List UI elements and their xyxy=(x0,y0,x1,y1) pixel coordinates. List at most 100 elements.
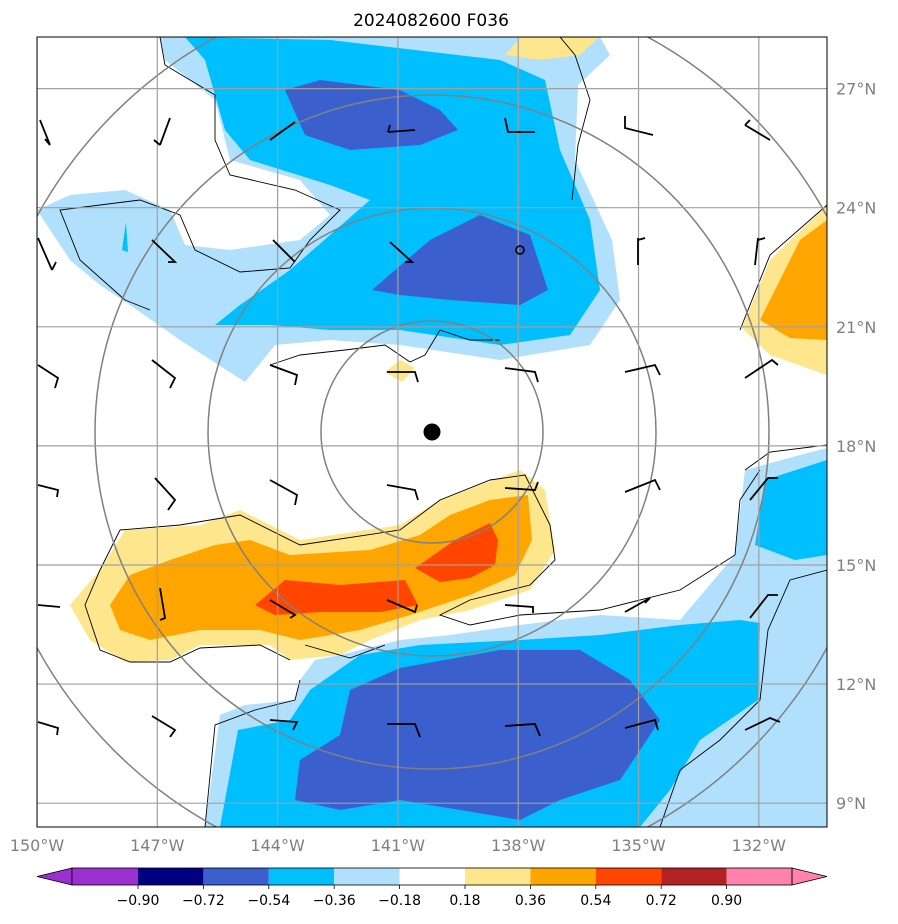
colorbar-extend-min xyxy=(36,867,73,886)
x-tick-label: 141°W xyxy=(371,836,426,855)
contour-south-mid xyxy=(304,644,386,659)
region-royal-north-2 xyxy=(372,215,548,305)
wind-barb xyxy=(269,599,297,619)
region-red-south-2 xyxy=(415,523,498,582)
wind-barb xyxy=(153,117,171,146)
colorbar-swatch xyxy=(72,868,138,885)
wind-barb xyxy=(151,239,178,263)
x-axis-ticks: 150°W 147°W 144°W 141°W 138°W 135°W 132°W xyxy=(10,836,786,855)
y-tick-label: 12°N xyxy=(836,675,876,694)
wind-barb xyxy=(624,718,659,731)
colorbar-swatch xyxy=(465,868,531,885)
colorbar-swatch xyxy=(334,868,400,885)
contour-south-left xyxy=(84,529,291,663)
colorbar-outline xyxy=(71,867,793,886)
wind-barb xyxy=(387,371,419,383)
colorbar-swatch xyxy=(661,868,727,885)
wind-barb xyxy=(749,594,778,619)
x-tick-label: 138°W xyxy=(491,836,546,855)
colorbar-tick-label: 0.18 xyxy=(449,893,480,909)
region-orange-south xyxy=(110,495,532,640)
wind-barb xyxy=(269,364,299,386)
wind-barb xyxy=(151,715,177,738)
region-royal-north-1 xyxy=(285,80,458,150)
x-tick-label: 132°W xyxy=(732,836,787,855)
x-tick-label: 144°W xyxy=(250,836,305,855)
region-light-blue-speck xyxy=(122,222,128,252)
colorbar-swatch xyxy=(203,868,269,885)
colorbar-swatch xyxy=(595,868,662,885)
map-frame xyxy=(36,36,828,828)
wind-barb xyxy=(744,717,781,731)
secondary-marker xyxy=(515,245,525,255)
wind-barb xyxy=(154,477,177,511)
wind-barb xyxy=(272,239,296,263)
y-tick-label: 18°N xyxy=(836,437,876,456)
y-tick-label: 21°N xyxy=(836,318,876,337)
region-orange-east xyxy=(760,220,827,340)
colorbar: −0.90 −0.72 −0.54 −0.36 −0.18 0.18 0.36 0.54 0.7… xyxy=(36,867,828,909)
wind-barb xyxy=(387,723,421,738)
wind-barb xyxy=(37,604,61,608)
y-tick-label: 9°N xyxy=(836,794,866,813)
wind-barb xyxy=(504,481,539,491)
wind-barb xyxy=(754,237,766,266)
colorbar-tick-label: 0.36 xyxy=(515,893,546,909)
contour-south-top xyxy=(119,474,736,626)
wind-barb xyxy=(269,479,299,506)
contour-east-3 xyxy=(734,469,761,556)
wind-barb xyxy=(744,119,771,141)
contour-north xyxy=(59,37,341,311)
colorbar-swatch xyxy=(138,868,204,885)
gridlines xyxy=(37,37,827,827)
map-area xyxy=(37,37,827,827)
x-tick-label: 147°W xyxy=(130,836,185,855)
range-circle-1 xyxy=(320,320,544,544)
wind-barb xyxy=(151,359,177,389)
storm-center-marker xyxy=(423,423,441,441)
wind-barb xyxy=(749,477,778,501)
colorbar-swatch xyxy=(726,868,792,885)
colorbar-tick-label: −0.90 xyxy=(117,893,160,909)
colorbar-tick-label: 0.90 xyxy=(711,893,742,909)
colorbar-swatch xyxy=(399,868,465,885)
wind-barb xyxy=(37,721,60,736)
colorbar-tick-label: −0.54 xyxy=(247,893,290,909)
wind-barb xyxy=(637,237,646,265)
colorbar-tick-label: −0.36 xyxy=(313,893,356,909)
wind-barb xyxy=(37,364,60,389)
y-tick-label: 27°N xyxy=(836,80,876,99)
y-axis-ticks: 27°N 24°N 21°N 18°N 15°N 12°N 9°N xyxy=(836,80,876,814)
field-shading xyxy=(37,37,827,827)
region-red-south-1 xyxy=(255,580,418,615)
wind-barb xyxy=(269,121,296,141)
region-yellow-center xyxy=(385,360,415,382)
x-tick-label: 135°W xyxy=(611,836,666,855)
colorbar-tick-label: 0.54 xyxy=(580,893,611,909)
wind-barb xyxy=(624,478,661,493)
colorbar-swatch xyxy=(530,868,596,885)
wind-barb xyxy=(504,117,535,133)
region-blue-east xyxy=(755,460,827,560)
contour-north-east xyxy=(559,37,591,201)
x-tick-label: 150°W xyxy=(10,836,65,855)
wind-barbs xyxy=(37,116,781,738)
colorbar-swatch xyxy=(268,868,335,885)
wind-barb xyxy=(504,604,534,613)
wind-barb xyxy=(386,484,419,501)
y-tick-label: 24°N xyxy=(836,199,876,218)
wind-barb xyxy=(37,484,60,498)
wind-barb xyxy=(624,363,661,376)
wind-barb xyxy=(159,587,167,621)
contour-center xyxy=(269,329,500,366)
colorbar-tick-label: 0.72 xyxy=(646,893,677,909)
colorbar-extend-max xyxy=(791,867,828,886)
wind-barb xyxy=(624,116,654,136)
chart-title: 2024082600 F036 xyxy=(353,11,509,31)
wind-barb xyxy=(504,723,541,737)
colorbar-tick-label: −0.72 xyxy=(182,893,225,909)
wind-barb xyxy=(386,599,418,614)
colorbar-tick-label: −0.18 xyxy=(378,893,421,909)
wind-barb xyxy=(624,597,651,613)
